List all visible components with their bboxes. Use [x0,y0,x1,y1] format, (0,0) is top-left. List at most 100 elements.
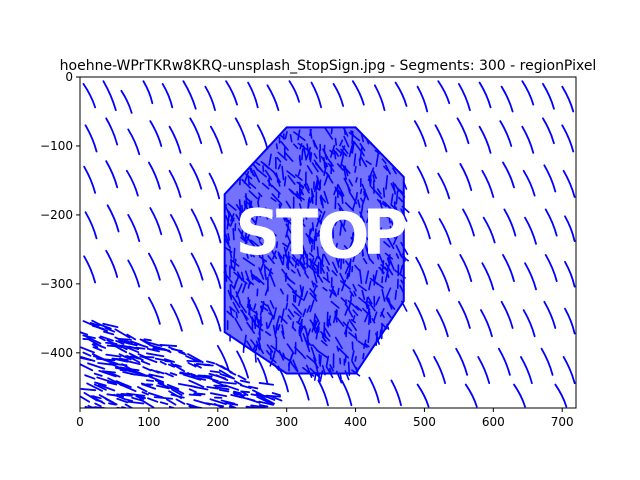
dense-stroke [281,165,285,181]
dense-stroke [125,398,134,402]
dense-stroke [157,382,173,390]
dense-stroke [93,372,103,377]
dense-stroke [338,207,342,214]
dense-stroke [308,252,315,258]
dense-stroke [305,233,314,245]
dense-stroke [289,351,294,360]
dense-stroke [234,317,243,332]
dense-stroke [227,202,237,211]
dense-stroke [268,312,274,317]
dense-stroke [126,355,141,364]
dense-stroke [400,300,408,312]
segment-line [524,262,537,291]
dense-stroke [376,188,382,195]
segment-line [499,120,513,147]
dense-stroke [248,181,257,189]
dense-stroke [139,355,155,359]
dense-stroke [268,236,275,248]
dense-stroke [166,383,180,390]
dense-stroke [366,138,370,145]
segment-line [190,252,204,281]
dense-stroke [233,258,237,271]
dense-stroke [272,350,276,359]
dense-stroke [223,203,227,212]
dense-stroke [223,237,232,249]
dense-stroke [170,386,185,395]
dense-stroke [255,161,261,166]
dense-stroke [257,337,262,348]
dense-stroke [294,346,303,356]
dense-stroke [291,303,303,316]
dense-stroke [113,393,127,401]
segment-line [412,349,426,378]
dense-stroke [384,252,394,260]
segment-line [394,81,408,107]
dense-stroke [228,211,235,222]
dense-stroke [290,252,297,260]
dense-stroke [104,327,116,333]
segment-line [105,249,119,278]
dense-stroke [392,232,400,246]
dense-stroke [311,344,320,353]
segment-line [340,379,353,407]
segment-line [127,214,141,243]
dense-stroke [167,363,176,368]
dense-stroke [313,282,318,288]
dense-stroke [238,302,247,314]
segment-line [455,347,469,376]
dense-stroke [353,153,357,167]
dense-stroke [208,377,219,383]
dense-stroke [382,211,389,219]
dense-stroke [257,195,261,203]
dense-stroke [363,191,367,198]
dense-stroke [244,247,249,259]
dense-stroke [179,371,196,377]
dense-stroke [351,130,354,144]
segment-line [351,80,365,106]
dense-stroke [277,251,283,259]
segment-line [161,82,174,109]
dense-stroke [82,334,96,340]
dense-stroke [253,303,257,311]
dense-stroke [145,379,155,382]
y-tick-label: 0 [65,70,73,84]
segment-line [256,357,269,385]
segment-line [561,85,575,113]
segment-line [256,124,269,150]
segment-line [168,169,182,198]
dense-stroke [343,127,349,137]
dense-stroke [272,363,280,371]
dense-stroke [358,296,370,307]
x-tick-label: 700 [551,415,574,429]
dense-stroke [146,352,165,358]
dense-stroke [250,207,255,214]
dense-stroke [357,284,367,292]
dense-stroke [367,301,376,312]
dense-stroke [293,131,306,142]
dense-stroke [297,169,301,177]
dense-stroke [254,324,264,332]
dense-stroke [257,344,265,354]
segment-line [564,307,576,335]
dense-stroke [269,272,276,287]
dense-stroke [386,323,390,330]
y-tick-label: −200 [40,208,73,222]
dense-stroke [339,139,344,147]
dense-stroke [344,261,351,275]
dense-stroke [258,267,265,280]
dense-stroke [313,286,317,293]
dense-stroke [376,198,382,205]
dense-stroke [348,179,354,187]
dense-stroke [321,246,329,253]
segment-line [127,259,141,288]
dense-stroke [287,263,290,271]
dense-stroke [309,292,318,302]
dense-stroke [291,326,297,332]
dense-stroke [266,304,273,316]
dense-stroke [314,314,320,323]
dense-stroke [373,212,379,227]
dense-stroke [150,369,160,374]
dense-stroke [170,362,186,373]
dense-stroke [316,232,326,241]
